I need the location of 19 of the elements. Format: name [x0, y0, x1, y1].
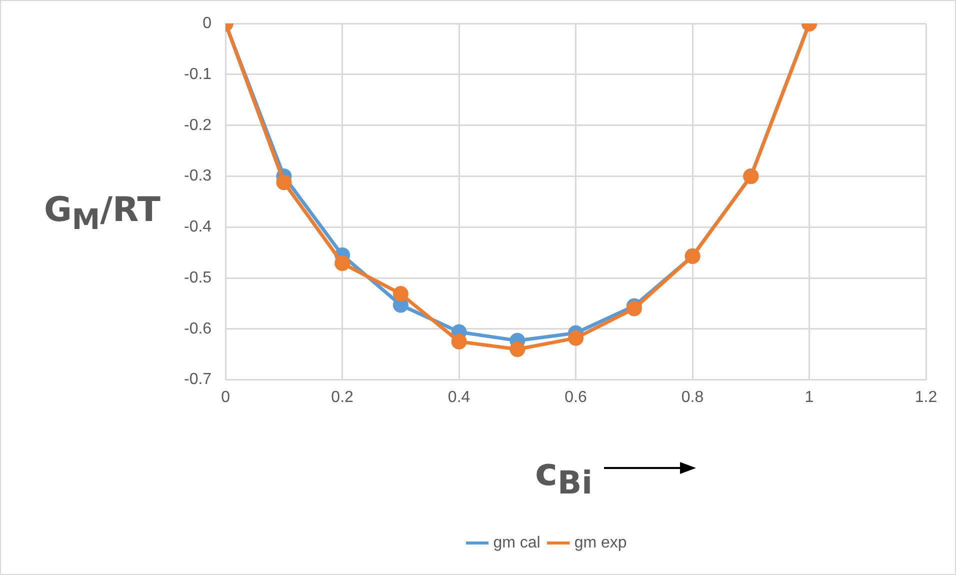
x-tick-label: 1.2: [914, 388, 938, 406]
y-tick-label: -0.5: [184, 269, 212, 286]
y-tick-label: -0.4: [184, 218, 212, 236]
x-tick-label: 0.2: [331, 388, 354, 406]
x-axis-title: c$_{Bi}$: [535, 450, 593, 502]
legend-label: gm exp: [574, 534, 627, 552]
x-tick-label: 0: [221, 388, 230, 406]
x-tick-label: 0.6: [564, 388, 588, 406]
y-tick-label: -0.2: [184, 116, 212, 134]
x-tick-label: 1: [804, 388, 814, 406]
y-tick-label: 0: [202, 15, 212, 32]
y-tick-label: -0.3: [184, 168, 212, 185]
y-tick-label: -0.1: [184, 66, 212, 83]
legend-label: gm cal: [493, 534, 540, 552]
y-tick-label: -0.6: [184, 320, 212, 338]
x-tick-label: 0.4: [448, 388, 470, 406]
x-tick-label: 0.8: [681, 388, 704, 406]
y-axis-title: G$_{M}$/RT: [44, 190, 160, 236]
y-tick-label: -0.7: [184, 371, 212, 388]
